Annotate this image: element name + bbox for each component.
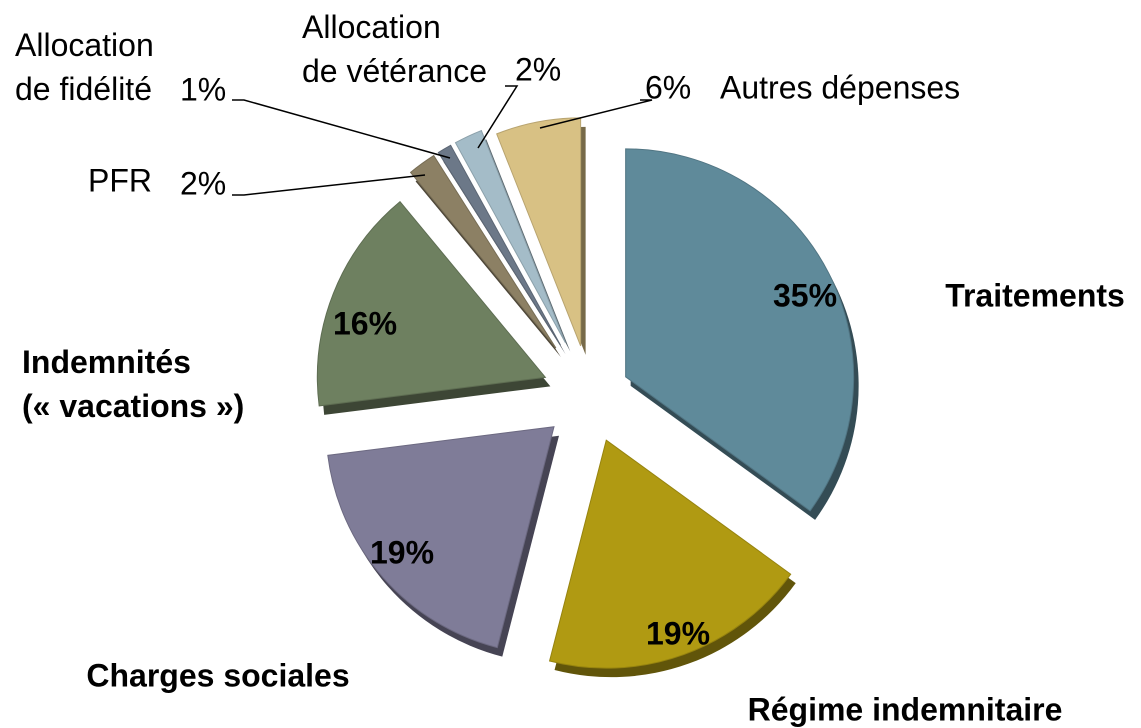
- data-label: 2%: [180, 165, 226, 201]
- slice: [409, 154, 557, 349]
- slice: [454, 129, 566, 343]
- data-label: 19%: [646, 615, 710, 651]
- leader-line: [232, 99, 451, 159]
- slice: [548, 439, 792, 669]
- data-label: 2%: [515, 51, 561, 87]
- leader-line: [477, 85, 519, 149]
- slice: [625, 148, 855, 512]
- category-label: Traitements: [945, 277, 1125, 313]
- data-label: 6%: [645, 69, 691, 105]
- data-label: 16%: [333, 305, 397, 341]
- category-label: Allocation de vétérance: [302, 9, 487, 89]
- category-label: Régime indemnitaire: [748, 691, 1063, 727]
- slice: [437, 144, 561, 346]
- category-label: Allocation de fidélité: [15, 27, 154, 107]
- slice: [316, 200, 547, 407]
- category-label: PFR: [88, 162, 152, 198]
- category-label: Indemnités (« vacations »): [22, 344, 244, 424]
- category-label: Charges sociales: [86, 657, 349, 693]
- leader-line: [232, 174, 426, 196]
- data-label: 35%: [773, 277, 837, 313]
- slice: [327, 426, 555, 649]
- data-label: 1%: [180, 71, 226, 107]
- leader-line: [539, 99, 653, 129]
- data-label: 19%: [370, 534, 434, 570]
- category-label: Autres dépenses: [720, 69, 960, 105]
